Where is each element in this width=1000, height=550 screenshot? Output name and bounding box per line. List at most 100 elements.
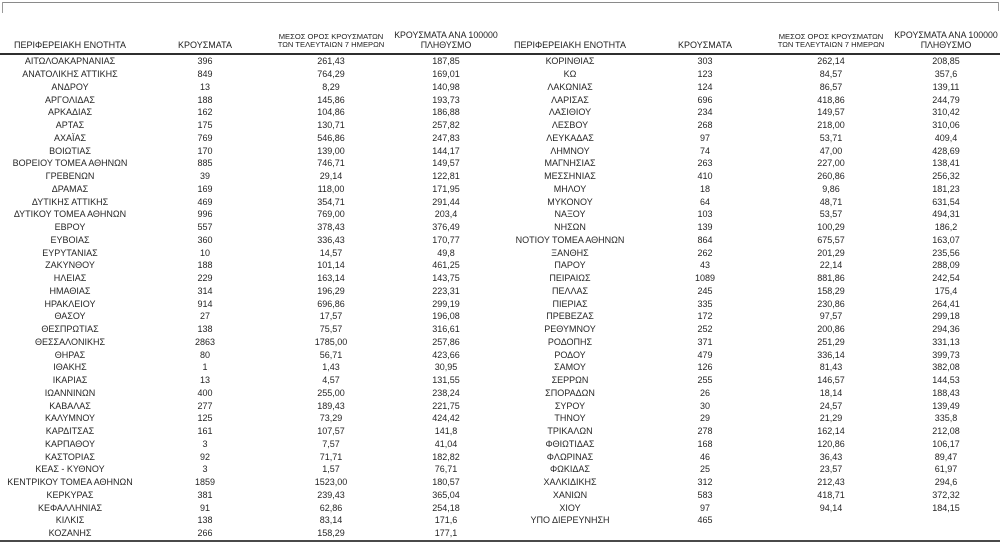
per100k-cell: 424,42: [432, 413, 460, 424]
table-row: ΚΕΡΚΥΡΑΣ 381 239,43 365,04: [0, 489, 500, 502]
table-row: ΕΒΡΟΥ 557 378,43 376,49: [0, 221, 500, 234]
avg7-cell: 22,14: [819, 260, 843, 271]
per100k-header-line2: ΠΛΗΘΥΣΜΟ: [920, 40, 972, 50]
table-row: ΛΕΣΒΟΥ 268 218,00 310,06: [500, 119, 1000, 132]
per100k-cell: 254,18: [432, 502, 460, 513]
cases-cell: 10: [199, 247, 210, 258]
table-row: ΠΕΛΛΑΣ 245 158,29 175,4: [500, 285, 1000, 298]
cases-cell: 229: [197, 273, 213, 284]
region-cell: ΦΛΩΡΙΝΑΣ: [546, 451, 594, 462]
table-row: ΠΙΕΡΙΑΣ 335 230,86 264,41: [500, 297, 1000, 310]
avg7-cell: 84,57: [819, 69, 843, 80]
cases-cell: 396: [197, 56, 213, 67]
per100k-cell: 212,08: [932, 426, 960, 437]
per100k-cell: 399,73: [932, 349, 960, 360]
per100k-cell: 335,8: [934, 413, 958, 424]
cases-cell: 188: [197, 260, 213, 271]
avg7-cell: 239,43: [317, 489, 345, 500]
table-row: ΘΑΣΟΥ 27 17,57 196,08: [0, 310, 500, 323]
region-cell: ΙΚΑΡΙΑΣ: [52, 375, 88, 386]
table-row: ΑΙΤΩΛΟΑΚΑΡΝΑΝΙΑΣ 396 261,43 187,85: [0, 54, 500, 68]
top-divider: [2, 2, 999, 3]
cases-cell: 885: [197, 158, 213, 169]
avg7-cell: 262,14: [817, 56, 845, 67]
cases-cell: 696: [697, 94, 713, 105]
per100k-cell: 187,85: [432, 56, 460, 67]
table-row: ΖΑΚΥΝΘΟΥ 188 101,14 461,25: [0, 259, 500, 272]
region-cell: ΚΕΑΣ - ΚΥΘΝΟΥ: [35, 464, 105, 475]
region-cell: ΔΥΤΙΚΗΣ ΑΤΤΙΚΗΣ: [31, 196, 109, 207]
cases-cell: 138: [197, 515, 213, 526]
regional-cases-tables: ΠΕΡΙΦΕΡΕΙΑΚΗ ΕΝΟΤΗΤΑ ΚΡΟΥΣΜΑΤΑ ΜΕΣΟΣ ΟΡΟ…: [0, 14, 1000, 542]
cases-cell: 849: [197, 69, 213, 80]
cases-cell: 252: [697, 324, 713, 335]
table-row: ΘΕΣΣΑΛΟΝΙΚΗΣ 2863 1785,00 257,86: [0, 336, 500, 349]
region-cell: ΚΕΝΤΡΙΚΟΥ ΤΟΜΕΑ ΑΘΗΝΩΝ: [7, 477, 133, 488]
per100k-cell: 221,75: [432, 400, 460, 411]
cases-cell: 92: [199, 451, 210, 462]
avg7-cell: 36,43: [819, 451, 843, 462]
per100k-cell: 186,88: [432, 107, 460, 118]
table-row: ΑΡΚΑΔΙΑΣ 162 104,86 186,88: [0, 106, 500, 119]
table-row: ΘΗΡΑΣ 80 56,71 423,66: [0, 348, 500, 361]
table-row: ΛΑΚΩΝΙΑΣ 124 86,57 139,11: [500, 81, 1000, 94]
avg7-cell: 189,43: [317, 400, 345, 411]
cases-cell: 172: [697, 311, 713, 322]
per100k-cell: 310,06: [932, 120, 960, 131]
cases-column-header: ΚΡΟΥΣΜΑΤΑ: [140, 14, 270, 55]
avg7-cell: 139,00: [317, 145, 345, 156]
cases-cell: 126: [697, 362, 713, 373]
region-cell: ΗΜΑΘΙΑΣ: [49, 285, 91, 296]
avg7-cell: 336,43: [317, 234, 345, 245]
cases-cell: 1: [202, 362, 208, 373]
table-row: ΦΘΙΩΤΙΔΑΣ 168 120,86 106,17: [500, 438, 1000, 451]
avg7-cell: 769,00: [317, 209, 345, 220]
region-cell: ΤΗΝΟΥ: [554, 413, 586, 424]
per100k-cell: 631,54: [932, 196, 960, 207]
region-cell: ΚΑΒΑΛΑΣ: [49, 400, 91, 411]
avg7-cell: 130,71: [317, 120, 345, 131]
cases-cell: 175: [197, 120, 213, 131]
region-cell: ΖΑΚΥΝΘΟΥ: [45, 260, 95, 271]
per100k-cell: 182,82: [432, 451, 460, 462]
region-cell: ΑΡΤΑΣ: [55, 120, 85, 131]
per100k-cell: 30,95: [434, 362, 458, 373]
region-cell: ΔΡΑΜΑΣ: [51, 183, 89, 194]
per100k-cell: 242,54: [932, 273, 960, 284]
region-cell: ΕΒΡΟΥ: [54, 222, 86, 233]
region-cell: ΚΑΡΠΑΘΟΥ: [44, 438, 96, 449]
region-cell: ΗΛΕΙΑΣ: [53, 273, 87, 284]
per100k-cell: 89,47: [934, 451, 958, 462]
region-cell: ΠΑΡΟΥ: [554, 260, 586, 271]
table-row: ΠΡΕΒΕΖΑΣ 172 97,57 299,18: [500, 310, 1000, 323]
table-row: ΙΚΑΡΙΑΣ 13 4,57 131,55: [0, 374, 500, 387]
per100k-cell: 256,32: [932, 171, 960, 182]
region-cell: ΙΘΑΚΗΣ: [53, 362, 87, 373]
per100k-cell: 193,73: [432, 94, 460, 105]
region-cell: ΘΑΣΟΥ: [54, 311, 86, 322]
per100k-cell: 244,79: [932, 94, 960, 105]
cases-cell: 39: [199, 171, 210, 182]
per100k-cell: 171,95: [432, 183, 460, 194]
region-cell: ΠΕΙΡΑΙΩΣ: [549, 273, 591, 284]
avg7-cell: 418,71: [817, 489, 845, 500]
avg7-cell: 1523,00: [314, 477, 348, 488]
avg7-header-line1: ΜΕΣΟΣ ΟΡΟΣ ΚΡΟΥΣΜΑΤΩΝ: [278, 31, 384, 41]
avg7-column-header: ΜΕΣΟΣ ΟΡΟΣ ΚΡΟΥΣΜΑΤΩΝ ΤΩΝ ΤΕΛΕΥΤΑΙΩΝ 7 Η…: [770, 14, 892, 55]
region-cell: ΡΟΔΟΥ: [554, 349, 586, 360]
per100k-cell: 264,41: [932, 298, 960, 309]
cases-cell: 3: [202, 438, 208, 449]
per100k-cell: 149,57: [432, 158, 460, 169]
cases-cell: 410: [697, 171, 713, 182]
avg7-cell: 56,71: [319, 349, 343, 360]
cases-cell: 169: [197, 183, 213, 194]
cases-cell: 583: [697, 489, 713, 500]
top-right-corner-tick: [998, 2, 999, 11]
avg7-cell: 158,29: [317, 528, 345, 539]
table-row: ΚΑΡΠΑΘΟΥ 3 7,57 41,04: [0, 438, 500, 451]
table-row: ΡΟΔΟΠΗΣ 371 251,29 331,13: [500, 336, 1000, 349]
table-row: ΤΗΝΟΥ 29 21,29 335,8: [500, 412, 1000, 425]
table-row: ΝΑΞΟΥ 103 53,57 494,31: [500, 208, 1000, 221]
region-cell: ΘΕΣΣΑΛΟΝΙΚΗΣ: [34, 336, 106, 347]
